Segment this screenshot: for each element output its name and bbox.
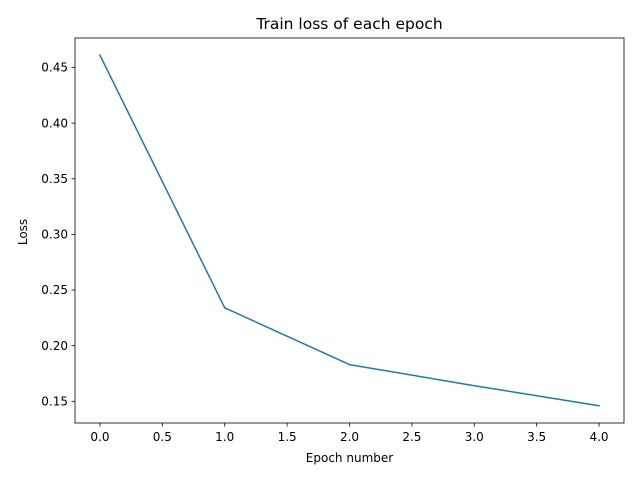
y-tick-label: 0.15 <box>41 395 68 409</box>
data-point <box>224 307 226 309</box>
y-tick-label: 0.40 <box>41 116 68 130</box>
plot-area <box>74 37 625 424</box>
x-tick-label: 1.5 <box>278 430 297 444</box>
data-point <box>598 405 600 407</box>
x-axis: 0.0 0.5 1.0 1.5 2.0 2.5 3.0 3.5 4.0 <box>90 423 609 444</box>
y-tick-label: 0.20 <box>41 339 68 353</box>
x-tick-label: 0.0 <box>90 430 109 444</box>
series-line-0 <box>98 54 600 407</box>
data-point <box>99 54 101 56</box>
y-axis-label: Loss <box>16 219 30 245</box>
x-tick-label: 1.0 <box>215 430 234 444</box>
x-tick-label: 4.0 <box>589 430 608 444</box>
x-tick-label: 0.5 <box>153 430 172 444</box>
y-tick-label: 0.30 <box>41 228 68 242</box>
y-tick-label: 0.45 <box>41 61 68 75</box>
y-tick-label: 0.35 <box>41 172 68 186</box>
chart-title: Train loss of each epoch <box>255 15 442 33</box>
x-axis-label: Epoch number <box>306 451 393 465</box>
data-point <box>473 385 475 387</box>
data-point <box>349 364 351 366</box>
y-tick-label: 0.25 <box>41 283 68 297</box>
x-tick-label: 3.5 <box>527 430 546 444</box>
y-axis: 0.15 0.20 0.25 0.30 0.35 0.40 0.45 <box>41 61 75 409</box>
x-tick-label: 2.0 <box>340 430 359 444</box>
x-tick-label: 3.0 <box>465 430 484 444</box>
x-tick-label: 2.5 <box>402 430 421 444</box>
